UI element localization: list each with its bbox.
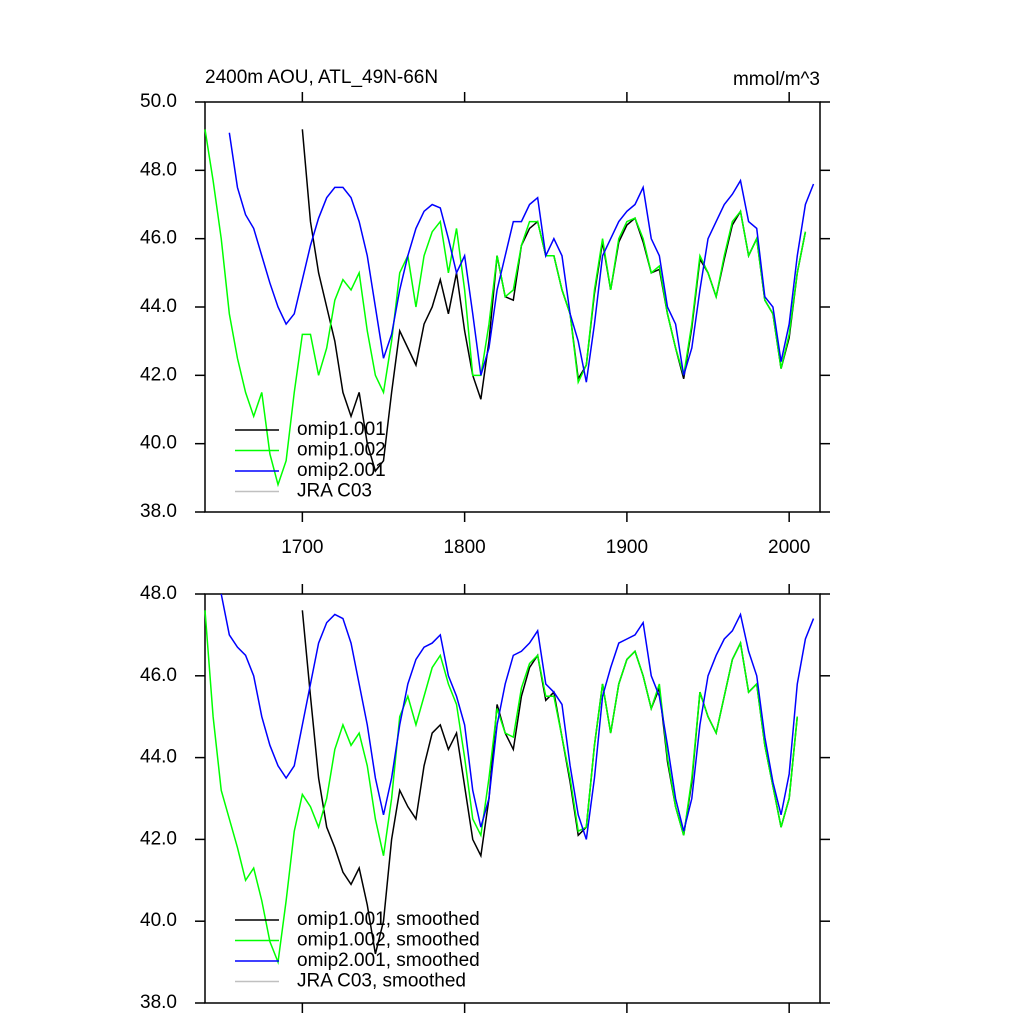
- units-label: mmol/m^3: [733, 69, 820, 90]
- y-tick-label: 40.0: [140, 433, 177, 454]
- legend-label: omip2.001: [297, 460, 386, 481]
- y-tick-label: 44.0: [140, 296, 177, 317]
- y-tick-label: 44.0: [140, 747, 177, 768]
- y-tick-label: 48.0: [140, 159, 177, 180]
- legend-label: omip1.001, smoothed: [297, 909, 480, 930]
- series-line: [204, 129, 807, 488]
- legend-label: omip1.002: [297, 440, 386, 461]
- series-line: [228, 132, 815, 383]
- x-tick-label: 1800: [443, 537, 485, 558]
- y-tick-label: 50.0: [140, 91, 177, 112]
- x-tick-label: 1900: [606, 537, 648, 558]
- series-line: [220, 593, 815, 840]
- legend-label: omip2.001, smoothed: [297, 950, 480, 971]
- legend-label: omip1.001: [297, 419, 386, 440]
- x-tick-label: 2000: [768, 537, 810, 558]
- chart-title: 2400m AOU, ATL_49N-66N: [205, 67, 438, 88]
- series-line: [204, 610, 799, 966]
- y-tick-label: 46.0: [140, 665, 177, 686]
- x-tick-label: 1700: [281, 537, 323, 558]
- y-tick-label: 38.0: [140, 501, 177, 522]
- y-tick-label: 48.0: [140, 583, 177, 604]
- legend-label: JRA C03: [297, 481, 372, 502]
- plot-frame: [204, 593, 821, 1004]
- y-tick-label: 42.0: [140, 828, 177, 849]
- legend-label: omip1.002, smoothed: [297, 930, 480, 951]
- y-tick-label: 46.0: [140, 228, 177, 249]
- y-tick-label: 42.0: [140, 364, 177, 385]
- legend-label: JRA C03, smoothed: [297, 971, 466, 992]
- y-tick-label: 40.0: [140, 910, 177, 931]
- y-tick-label: 38.0: [140, 992, 177, 1013]
